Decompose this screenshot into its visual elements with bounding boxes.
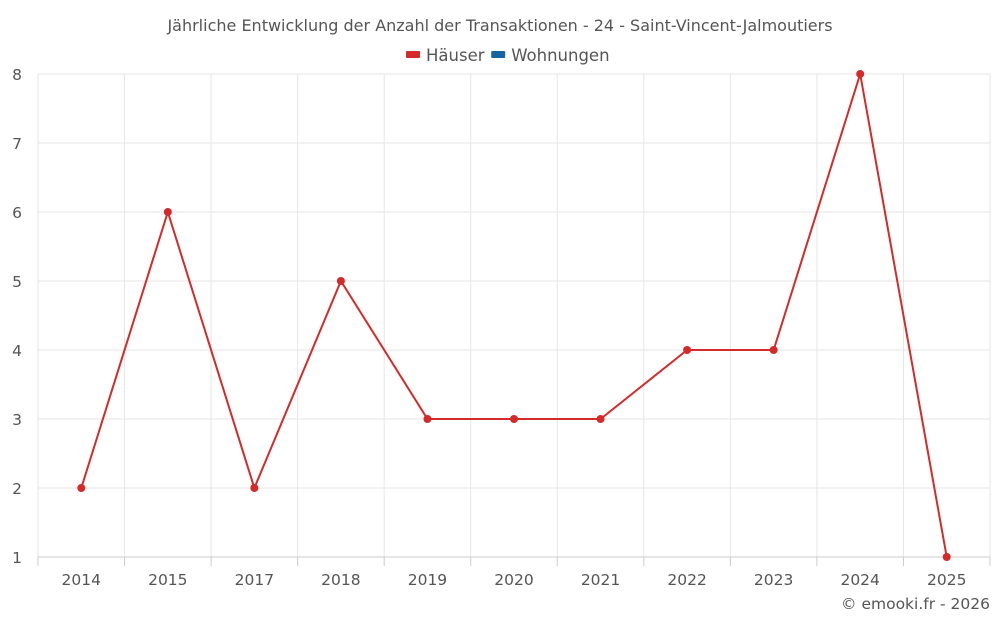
legend-swatch — [406, 51, 420, 58]
legend-label: Wohnungen — [511, 46, 609, 65]
y-tick-label: 4 — [12, 342, 22, 360]
data-point[interactable] — [856, 70, 865, 78]
y-tick-label: 1 — [12, 549, 22, 567]
legend-item[interactable]: Wohnungen — [491, 46, 610, 65]
data-point[interactable] — [163, 208, 172, 216]
data-point[interactable] — [769, 346, 778, 354]
credit-text[interactable]: © emooki.fr - 2026 — [841, 595, 990, 613]
grid — [37, 73, 991, 557]
x-tick-label: 2019 — [408, 571, 447, 589]
y-tick-label: 8 — [12, 66, 22, 84]
data-point[interactable] — [336, 277, 345, 285]
x-tick-label: 2014 — [62, 571, 101, 589]
x-tick-label: 2025 — [927, 571, 966, 589]
data-point[interactable] — [423, 415, 432, 423]
x-tick-label: 2017 — [235, 571, 274, 589]
legend-label: Häuser — [426, 46, 485, 65]
legend-item[interactable]: Häuser — [406, 46, 485, 65]
axes: 1 2 3 4 5 6 7 8 2014 2015 2017 2018 2019 2020 2021 2022… — [12, 66, 991, 589]
y-tick-label: 6 — [12, 204, 22, 222]
legend[interactable]: Häuser Wohnungen — [406, 46, 610, 65]
x-tick-label: 2023 — [754, 571, 793, 589]
x-tick-label: 2018 — [321, 571, 360, 589]
x-tick-label: 2024 — [840, 571, 879, 589]
data-point[interactable] — [942, 553, 951, 561]
legend-swatch — [491, 51, 506, 58]
y-tick-label: 3 — [12, 411, 22, 429]
data-point[interactable] — [683, 346, 692, 354]
series-layer — [77, 70, 951, 561]
x-tick-label: 2022 — [667, 571, 706, 589]
chart-title: Jährliche Entwicklung der Anzahl der Tra… — [166, 16, 832, 35]
data-point[interactable] — [250, 484, 259, 492]
data-point[interactable] — [77, 484, 86, 492]
y-tick-label: 2 — [12, 480, 22, 498]
data-point[interactable] — [596, 415, 605, 423]
x-tick-label: 2015 — [148, 571, 187, 589]
data-point[interactable] — [510, 415, 518, 423]
x-tick-label: 2021 — [581, 571, 620, 589]
x-tick-label: 2020 — [494, 571, 533, 589]
y-tick-label: 5 — [12, 273, 22, 291]
y-tick-label: 7 — [12, 135, 22, 153]
